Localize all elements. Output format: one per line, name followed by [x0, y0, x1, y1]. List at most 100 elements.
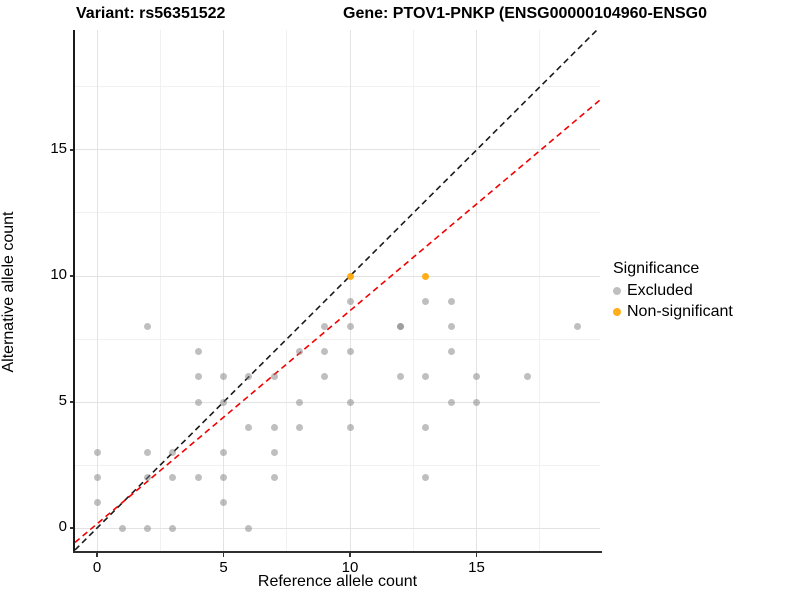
- x-tick-mark: [222, 552, 225, 557]
- y-gridline-major: [75, 527, 600, 529]
- y-gridline-major: [75, 275, 600, 277]
- y-tick-mark: [70, 401, 75, 403]
- data-point: [245, 524, 253, 532]
- data-point: [220, 499, 228, 507]
- data-point: [144, 448, 152, 456]
- legend: Significance Excluded Non-significant: [613, 260, 798, 322]
- data-point: [169, 474, 177, 482]
- y-tick-label: 15: [50, 139, 67, 157]
- y-tick-label: 10: [50, 266, 67, 283]
- data-point: [169, 448, 177, 456]
- data-point: [245, 423, 253, 431]
- x-tick-mark: [475, 552, 478, 557]
- data-point: [118, 524, 126, 532]
- data-point: [144, 474, 152, 482]
- y-tick-label: 5: [58, 392, 67, 410]
- x-tick-label: 10: [341, 559, 359, 576]
- data-point: [270, 423, 278, 431]
- data-point: [321, 373, 329, 381]
- data-point: [220, 373, 228, 381]
- data-point: [447, 398, 455, 406]
- legend-item: Excluded: [613, 280, 798, 301]
- reference-lines: [75, 30, 600, 551]
- identity-line: [75, 30, 598, 551]
- data-point: [93, 448, 101, 456]
- x-tick-label: 15: [468, 559, 485, 576]
- data-point: [194, 348, 202, 356]
- x-tick-label: 5: [219, 559, 228, 576]
- data-point: [194, 373, 202, 381]
- data-point: [321, 348, 329, 356]
- data-point: [346, 423, 354, 431]
- regression-line: [75, 99, 600, 544]
- scatter-plot: 0 5 10 15 0 5 10 15: [50, 30, 600, 576]
- data-point: [321, 322, 329, 330]
- data-point: [270, 448, 278, 456]
- data-point: [422, 272, 430, 280]
- variant-title: Variant: rs56351522: [76, 5, 226, 22]
- data-point: [144, 524, 152, 532]
- data-point: [220, 398, 228, 406]
- y-tick-mark: [70, 149, 75, 151]
- y-gridline-minor: [75, 212, 600, 214]
- legend-item-label: Non-significant: [627, 302, 733, 320]
- data-point: [144, 322, 152, 330]
- data-point: [245, 373, 253, 381]
- data-point: [447, 348, 455, 356]
- data-point: [270, 373, 278, 381]
- data-point: [473, 373, 481, 381]
- x-gridline-major: [476, 30, 478, 552]
- data-point: [220, 474, 228, 482]
- non-significant-dot-icon: [613, 307, 621, 316]
- x-gridline-minor: [286, 30, 288, 552]
- x-gridline-minor: [159, 30, 161, 552]
- y-gridline-major: [75, 149, 600, 151]
- data-point: [295, 423, 303, 431]
- y-tick-label: 0: [58, 518, 67, 536]
- data-point: [422, 474, 430, 482]
- data-point: [270, 474, 278, 482]
- y-axis-line: [73, 30, 75, 553]
- data-point: [473, 398, 481, 406]
- data-point: [346, 272, 354, 280]
- y-tick-mark: [70, 275, 75, 277]
- x-axis-line: [73, 551, 602, 553]
- data-point: [346, 348, 354, 356]
- x-gridline-minor: [412, 30, 414, 552]
- legend-item-label: Excluded: [627, 281, 693, 299]
- data-point: [397, 322, 405, 330]
- x-gridline-major: [223, 30, 225, 552]
- legend-title: Significance: [613, 260, 700, 277]
- y-tick-mark: [70, 527, 75, 529]
- data-point: [397, 373, 405, 381]
- legend-item: Non-significant: [613, 301, 798, 322]
- x-tick-mark: [349, 552, 351, 557]
- data-point: [346, 297, 354, 305]
- data-point: [346, 398, 354, 406]
- y-axis-label: Alternative allele count: [0, 211, 17, 373]
- data-point: [169, 524, 177, 532]
- x-gridline-major: [349, 30, 351, 552]
- data-point: [422, 373, 430, 381]
- data-point: [422, 423, 430, 431]
- data-point: [346, 322, 354, 330]
- data-point: [93, 499, 101, 507]
- data-point: [220, 448, 228, 456]
- data-point: [422, 297, 430, 305]
- excluded-dot-icon: [613, 286, 621, 295]
- y-gridline-minor: [75, 464, 600, 466]
- x-gridline-minor: [539, 30, 541, 552]
- y-gridline-major: [75, 401, 600, 403]
- data-point: [295, 348, 303, 356]
- x-tick-mark: [96, 552, 98, 557]
- data-point: [93, 474, 101, 482]
- data-point: [447, 322, 455, 330]
- data-point: [194, 398, 202, 406]
- data-point: [574, 322, 582, 330]
- data-point: [523, 373, 531, 381]
- x-tick-label: 0: [92, 559, 102, 576]
- data-point: [447, 297, 455, 305]
- y-gridline-minor: [75, 86, 600, 88]
- gene-title: Gene: PTOV1-PNKP (ENSG00000104960-ENSG0: [343, 5, 708, 22]
- x-axis-label: Reference allele count: [257, 573, 418, 590]
